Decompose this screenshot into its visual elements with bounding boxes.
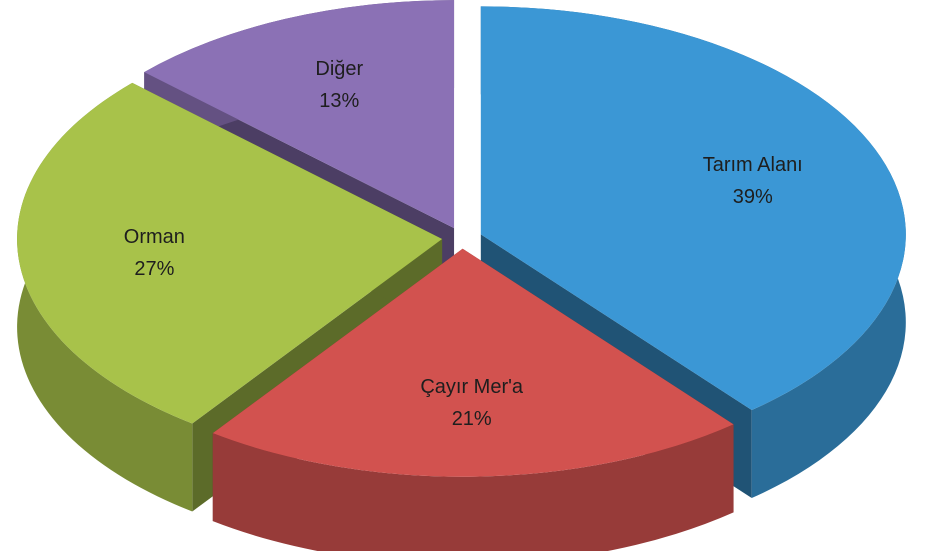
slice-top xyxy=(480,6,906,411)
slice-value: 39% xyxy=(733,186,773,208)
slice xyxy=(212,248,734,551)
slice-value: 27% xyxy=(134,258,174,280)
slice-top xyxy=(212,248,734,477)
slice-top xyxy=(144,0,455,229)
slice-label: Tarım Alanı xyxy=(703,154,803,176)
slice-label: Çayır Mer'a xyxy=(420,376,524,398)
slice-wall xyxy=(212,424,734,551)
slice-label: Diğer xyxy=(315,58,363,80)
slice-label: Orman xyxy=(124,226,185,248)
slice-value: 13% xyxy=(319,90,359,112)
slice-value: 21% xyxy=(452,408,492,430)
slice-top xyxy=(17,82,443,424)
